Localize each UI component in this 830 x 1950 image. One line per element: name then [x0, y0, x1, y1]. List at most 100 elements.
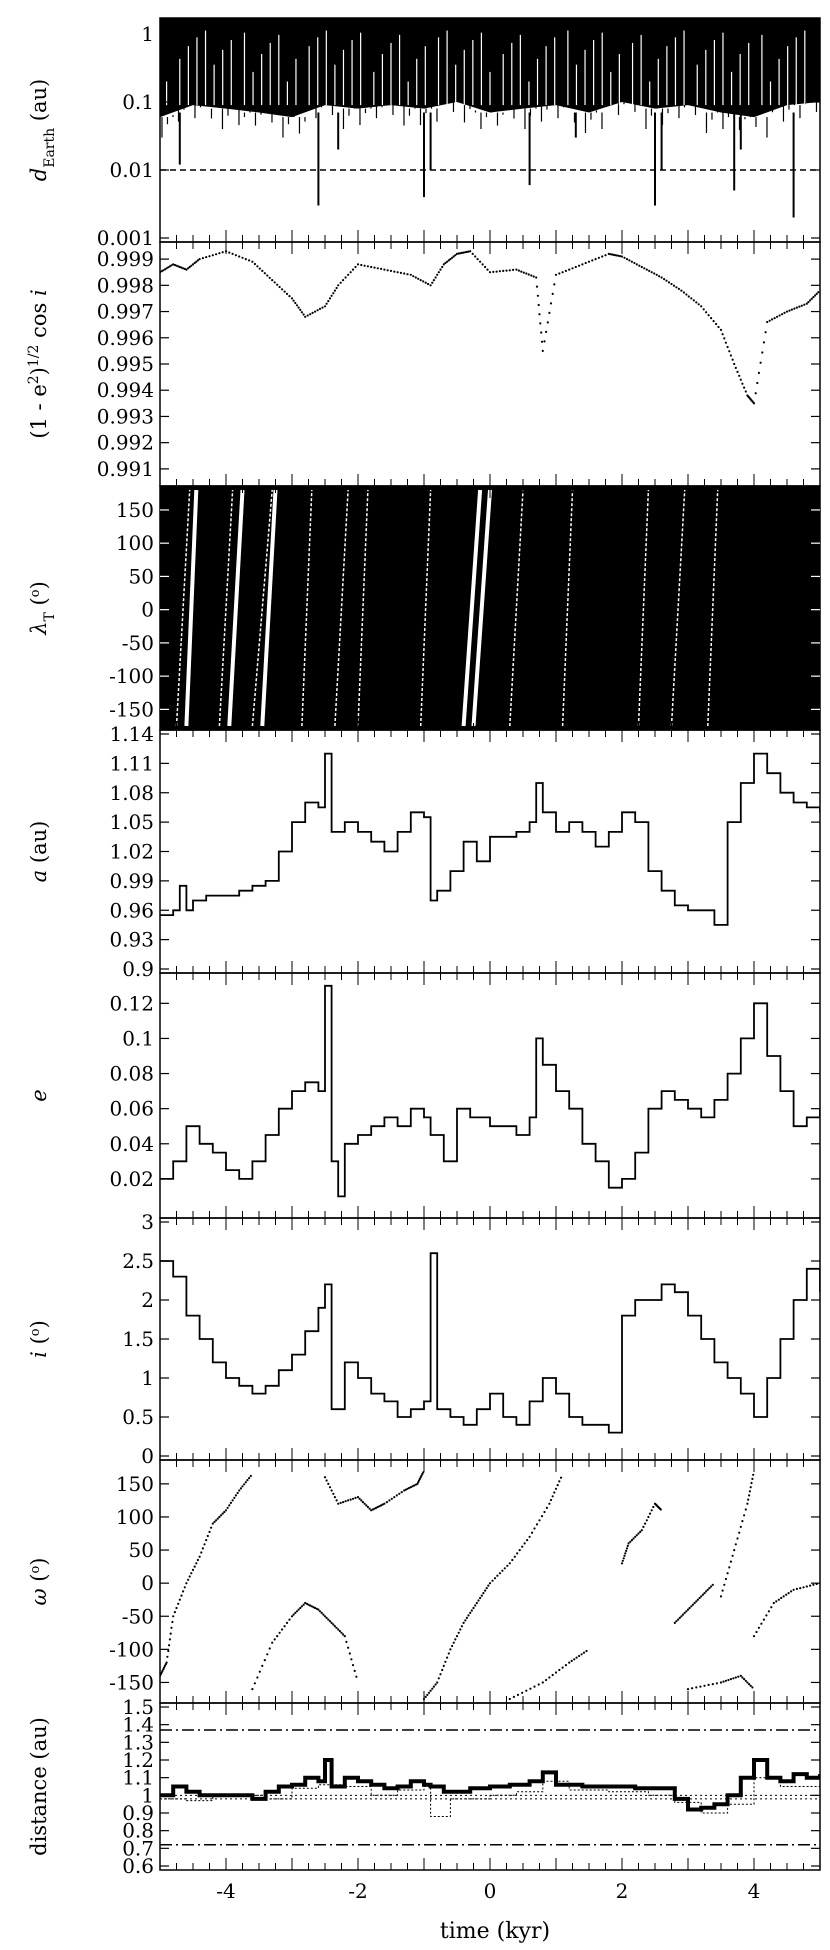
- data-point: [474, 255, 477, 258]
- data-point: [625, 1549, 628, 1552]
- y-tick-label: 100: [116, 531, 154, 555]
- data-point: [800, 304, 803, 307]
- data-point: [215, 253, 218, 256]
- lambda-streak: [707, 489, 719, 727]
- data-point: [163, 1666, 166, 1669]
- data-point: [717, 325, 720, 329]
- data-point: [231, 1499, 234, 1502]
- data-point: [427, 1691, 431, 1694]
- data-point: [243, 1483, 246, 1486]
- data-point: [273, 1638, 276, 1641]
- panel-frame: [159, 1459, 821, 1704]
- data-point: [258, 267, 261, 270]
- data-point: [371, 1508, 374, 1511]
- data-point: [803, 303, 806, 306]
- data-point: [648, 269, 651, 272]
- data-point: [185, 1582, 188, 1585]
- data-point: [345, 1640, 348, 1643]
- data-point: [503, 1567, 506, 1570]
- data-point: [246, 1479, 249, 1482]
- data-point: [290, 297, 294, 300]
- y-tick-label: 0.9: [122, 1801, 154, 1825]
- series-line: [160, 984, 820, 1198]
- data-point: [767, 1610, 771, 1613]
- data-point: [474, 1604, 477, 1607]
- data-point: [294, 1611, 297, 1614]
- y-tick-label: 0.998: [97, 273, 154, 297]
- data-point: [757, 371, 761, 374]
- data-point: [208, 1530, 211, 1533]
- data-point: [703, 1592, 706, 1595]
- data-point: [276, 283, 279, 286]
- data-point: [295, 1610, 299, 1613]
- data-point: [601, 255, 604, 258]
- data-point: [380, 267, 383, 270]
- data-point: [750, 1481, 753, 1485]
- data-point: [419, 279, 422, 282]
- data-point: [198, 1555, 201, 1558]
- y-tick-label: 0.06: [109, 1097, 154, 1121]
- data-point: [508, 269, 511, 272]
- data-point: [311, 311, 314, 314]
- data-point: [553, 283, 556, 286]
- y-tick-label: 1.1: [122, 1766, 154, 1790]
- data-point: [354, 1496, 357, 1499]
- y-axis-label: λT (o): [27, 581, 58, 636]
- data-point: [687, 295, 690, 298]
- data-point: [479, 1596, 482, 1600]
- data-point: [756, 381, 759, 385]
- data-point: [556, 1484, 559, 1487]
- data-point: [790, 308, 794, 311]
- data-point: [515, 268, 518, 271]
- data-point: [530, 274, 533, 277]
- data-point: [349, 1498, 352, 1501]
- data-point: [317, 1608, 320, 1611]
- data-point: [201, 1547, 204, 1550]
- data-point: [683, 1611, 686, 1614]
- data-point: [548, 311, 551, 314]
- y-tick-label: 1: [141, 1783, 154, 1807]
- data-point: [375, 1506, 378, 1509]
- data-point: [263, 1659, 266, 1662]
- data-point: [170, 1626, 173, 1629]
- data-point: [809, 1584, 812, 1587]
- data-point: [626, 1544, 629, 1547]
- data-point: [452, 1641, 455, 1644]
- y-tick-label: 0.996: [97, 326, 154, 350]
- data-point: [781, 313, 784, 316]
- data-point: [521, 1691, 524, 1694]
- data-point: [266, 1653, 269, 1656]
- data-point: [368, 1507, 371, 1510]
- data-point: [721, 1589, 724, 1592]
- data-point: [256, 1676, 259, 1679]
- data-point: [385, 1501, 388, 1504]
- data-point: [707, 1683, 710, 1686]
- data-point: [337, 1502, 340, 1505]
- data-point: [460, 1625, 463, 1628]
- y-tick-label: 2.5: [122, 1249, 154, 1273]
- data-point: [734, 1543, 737, 1546]
- data-point: [812, 296, 815, 299]
- data-point: [585, 1649, 588, 1653]
- data-point: [404, 1488, 407, 1491]
- data-point: [469, 250, 472, 253]
- data-point: [766, 320, 769, 324]
- data-point: [177, 1602, 180, 1605]
- data-point: [719, 328, 723, 331]
- data-point: [541, 1681, 544, 1684]
- data-point: [809, 299, 812, 302]
- data-point: [495, 270, 498, 273]
- data-point: [426, 1693, 429, 1696]
- data-point: [648, 1512, 652, 1515]
- data-point: [414, 276, 417, 279]
- y-tick-label: 0.8: [122, 1819, 154, 1843]
- data-point: [699, 1685, 702, 1688]
- data-point: [681, 1613, 685, 1616]
- y-tick-label: 0: [141, 1571, 154, 1595]
- data-point: [356, 263, 360, 266]
- data-point: [355, 1675, 358, 1678]
- data-point: [538, 313, 541, 316]
- data-point: [360, 263, 363, 267]
- data-point: [607, 252, 610, 255]
- data-point: [568, 268, 571, 271]
